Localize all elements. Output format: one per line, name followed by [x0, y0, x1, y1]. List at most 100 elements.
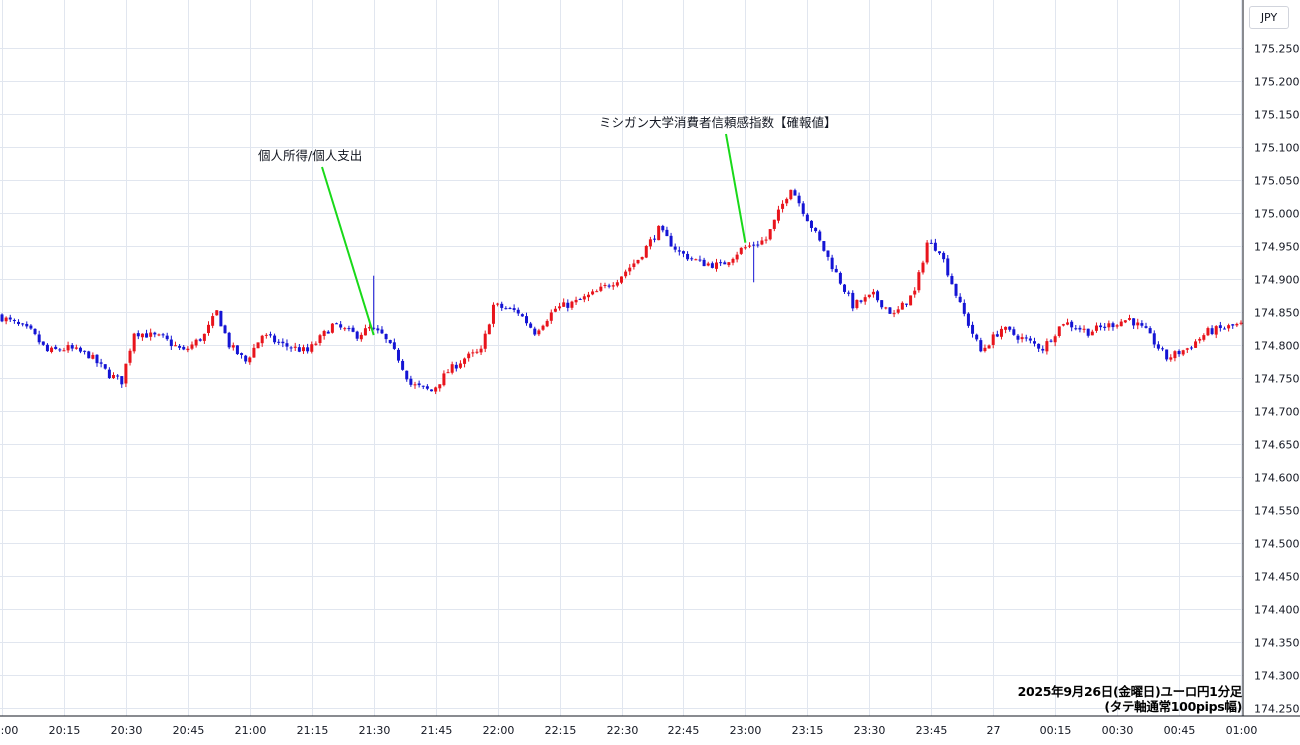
- candle-body: [1123, 320, 1127, 323]
- candle-body: [1074, 328, 1078, 330]
- x-tick-label: 01:00: [1226, 724, 1258, 737]
- candle-body: [12, 319, 16, 322]
- candle-body: [760, 240, 764, 245]
- candle-body: [971, 324, 975, 334]
- candle-body: [553, 308, 557, 312]
- candle-body: [244, 355, 248, 362]
- candle-body: [1033, 341, 1036, 344]
- candle-body: [211, 316, 215, 326]
- candle-body: [999, 328, 1003, 337]
- candle-body: [467, 353, 471, 359]
- candle-body: [165, 335, 169, 340]
- candle-body: [1016, 335, 1020, 340]
- candle-body: [66, 345, 70, 351]
- candle-body: [748, 245, 752, 247]
- candle-body: [867, 294, 871, 298]
- annotation-pointer: [321, 166, 375, 336]
- candle-body: [297, 347, 301, 352]
- annotation-label: 個人所得/個人支出: [258, 148, 362, 163]
- candle-body: [1008, 326, 1012, 330]
- candle-body: [363, 328, 367, 336]
- candle-body: [913, 290, 917, 295]
- candle-body: [1094, 325, 1098, 331]
- candle-body: [653, 238, 657, 240]
- x-tick-label: 22:00: [483, 724, 515, 737]
- candle-body: [128, 350, 132, 363]
- candle-body: [1004, 326, 1008, 330]
- candle-body: [343, 328, 347, 330]
- candle-body: [99, 362, 103, 364]
- candle-body: [640, 256, 644, 260]
- candle-body: [884, 307, 888, 309]
- candle-body: [310, 344, 314, 352]
- candle-body: [264, 334, 268, 336]
- candle-body: [231, 345, 235, 348]
- candle-body: [306, 347, 310, 352]
- candle-body: [801, 203, 805, 214]
- candle-body: [479, 348, 483, 353]
- candle-body: [21, 323, 25, 325]
- candle-body: [950, 275, 954, 285]
- candle-body: [570, 301, 574, 308]
- candle-body: [1127, 318, 1131, 320]
- candle-body: [293, 346, 297, 348]
- candle-body: [132, 333, 136, 352]
- candle-body: [322, 331, 326, 337]
- candle-body: [483, 333, 487, 349]
- candle-body: [731, 258, 735, 263]
- candle-body: [33, 328, 37, 335]
- candle-body: [413, 384, 417, 386]
- candle-body: [190, 344, 194, 349]
- candle-body: [1012, 329, 1016, 335]
- candle-body: [116, 375, 120, 377]
- candle-body: [194, 339, 198, 346]
- x-tick-label: 22:30: [607, 724, 639, 737]
- candle-body: [752, 244, 756, 246]
- candle-body: [516, 309, 520, 314]
- x-tick-label: 00:15: [1040, 724, 1072, 737]
- x-tick-label: 23:45: [916, 724, 948, 737]
- candle-body: [830, 257, 834, 270]
- time-axis[interactable]: 20:00 20:15 20:30 20:45 21:00 21:15 21:30 21:45…: [0, 724, 1257, 737]
- candle-body: [58, 349, 62, 351]
- candle-body: [892, 313, 896, 315]
- candle-body: [91, 354, 95, 359]
- y-tick-label: 174.600: [1254, 472, 1300, 485]
- candle-body: [859, 300, 863, 302]
- candle-body: [347, 328, 351, 330]
- candle-body: [252, 347, 256, 358]
- candle-body: [384, 333, 388, 340]
- x-tick-label: 21:45: [421, 724, 453, 737]
- candle-body: [227, 332, 231, 348]
- candle-body: [186, 348, 190, 351]
- candle-body: [636, 259, 640, 264]
- candle-body: [624, 271, 628, 277]
- caption-line-1: 2025年9月26日(金曜日)ユーロ円1分足: [1017, 684, 1243, 699]
- candle-body: [987, 345, 991, 349]
- caption-line-2: (タテ軸通常100pips幅): [1104, 699, 1242, 714]
- y-tick-label: 174.650: [1254, 439, 1300, 452]
- candle-body: [665, 229, 669, 237]
- candle-body: [1070, 321, 1074, 328]
- candle-body: [285, 343, 289, 347]
- currency-button[interactable]: JPY: [1249, 6, 1289, 29]
- candle-body: [739, 247, 743, 254]
- price-axis[interactable]: 175.250 175.200 175.150 175.100 175.050 175.0…: [1254, 43, 1300, 716]
- candle-body: [454, 364, 458, 369]
- y-tick-label: 174.850: [1254, 307, 1300, 320]
- candle-body: [491, 304, 495, 324]
- candle-body: [537, 330, 541, 335]
- candle-body: [611, 285, 615, 287]
- x-tick-label: 22:15: [545, 724, 577, 737]
- candle-body: [372, 327, 376, 329]
- candle-body: [743, 247, 747, 249]
- candle-body: [673, 246, 677, 250]
- candle-body: [607, 285, 611, 287]
- candle-body: [471, 352, 475, 354]
- candle-body: [1028, 338, 1032, 341]
- candle-body: [178, 345, 182, 348]
- x-tick-label: 21:00: [235, 724, 267, 737]
- candle-body: [562, 302, 566, 307]
- candle-body: [198, 339, 202, 341]
